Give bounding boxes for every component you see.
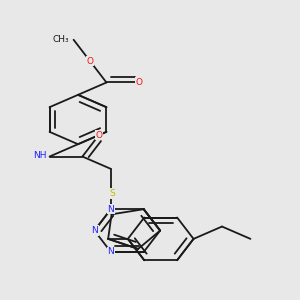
Text: O: O (86, 57, 94, 66)
Text: N: N (107, 248, 114, 256)
Text: S: S (110, 189, 115, 198)
Text: NH: NH (33, 151, 46, 160)
Text: N: N (107, 205, 114, 214)
Text: O: O (95, 131, 102, 140)
Text: N: N (107, 248, 114, 256)
Text: O: O (136, 78, 143, 87)
Text: N: N (91, 226, 98, 235)
Text: CH₃: CH₃ (52, 35, 69, 44)
